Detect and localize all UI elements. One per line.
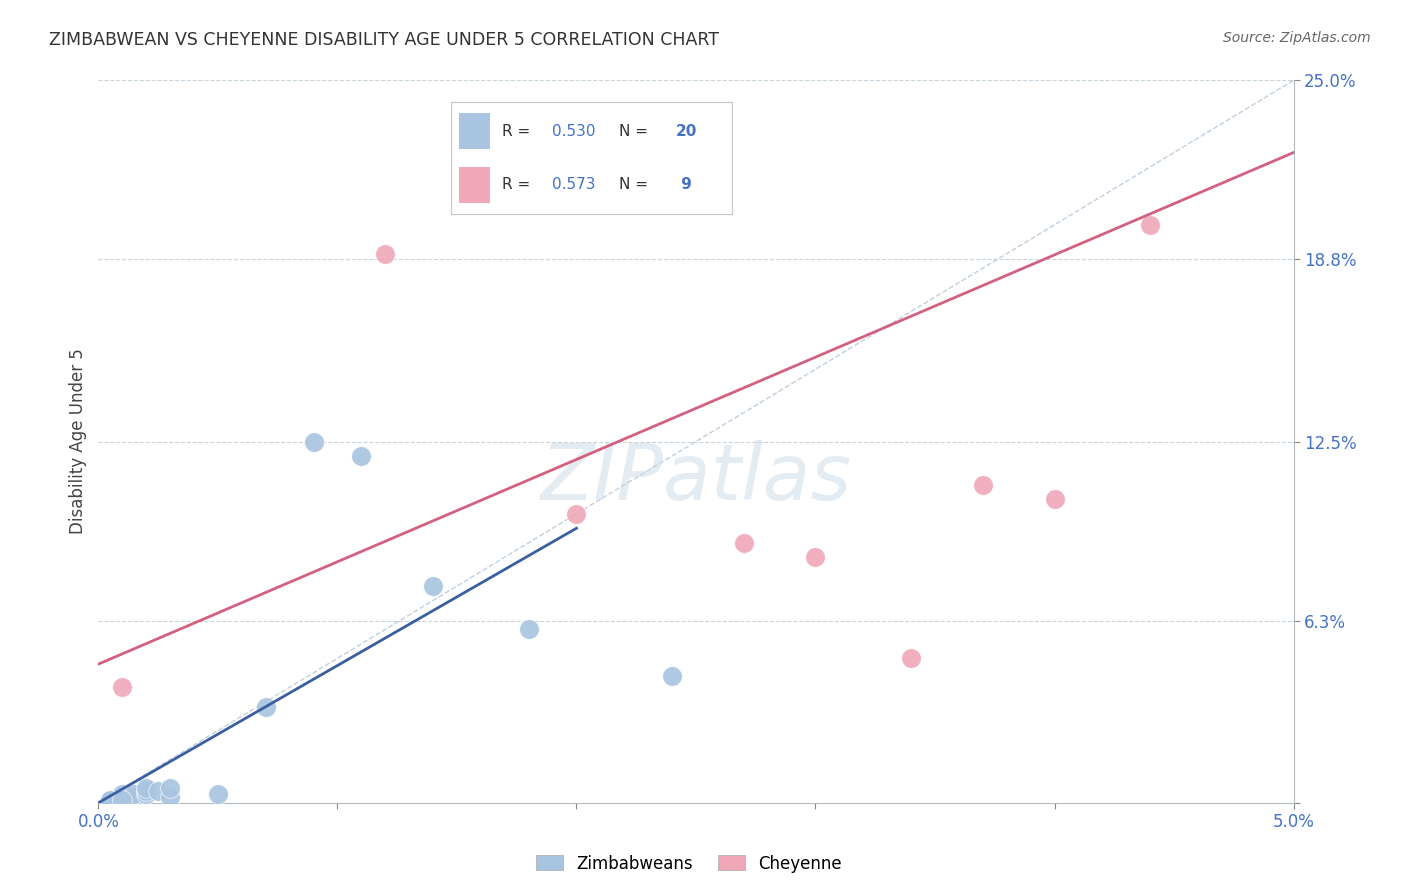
Legend: Zimbabweans, Cheyenne: Zimbabweans, Cheyenne [530,848,848,880]
Point [972,478,994,492]
Point [1043,492,1066,507]
Text: ZIMBABWEAN VS CHEYENNE DISABILITY AGE UNDER 5 CORRELATION CHART: ZIMBABWEAN VS CHEYENNE DISABILITY AGE UN… [49,31,720,49]
Point [98,793,122,807]
Point [733,535,755,549]
Point [111,787,134,801]
Point [159,781,181,796]
Text: ZIPatlas: ZIPatlas [540,440,852,516]
Point [302,434,325,449]
Point [374,246,396,260]
Point [135,787,157,801]
Point [124,790,146,805]
Point [207,787,229,801]
Point [254,700,277,714]
Point [135,784,157,798]
Point [159,790,181,805]
Y-axis label: Disability Age Under 5: Disability Age Under 5 [69,349,87,534]
Point [135,781,157,796]
Point [148,784,170,798]
Text: Source: ZipAtlas.com: Source: ZipAtlas.com [1223,31,1371,45]
Point [900,651,922,665]
Point [565,507,588,521]
Point [661,668,683,682]
Point [111,790,134,805]
Point [111,793,134,807]
Point [124,787,146,801]
Point [517,623,540,637]
Point [804,550,827,565]
Point [422,579,444,593]
Point [98,793,122,807]
Point [350,449,373,463]
Point [1139,218,1161,232]
Point [111,680,134,694]
